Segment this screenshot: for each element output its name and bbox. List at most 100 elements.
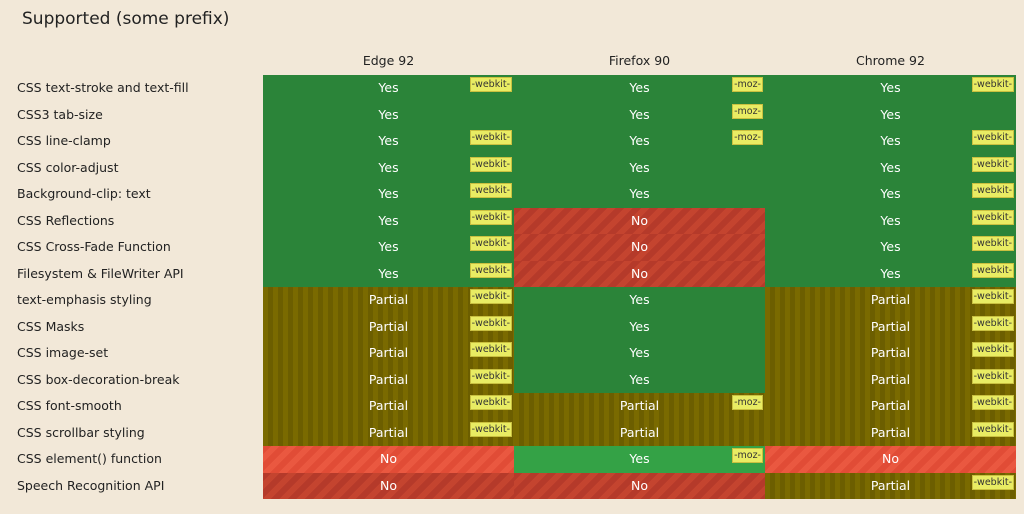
prefix-badge: -webkit- [469,289,512,304]
status-text: Partial [368,398,409,413]
support-cell: Yes -webkit- [765,128,1016,155]
feature-name: CSS text-stroke and text-fill [17,80,189,95]
support-cell: Partial -webkit- [765,419,1016,446]
prefix-badge: -webkit- [971,156,1014,172]
support-cell: Partial -webkit- [263,393,514,420]
support-cell: Partial -webkit- [765,313,1016,340]
support-cell: Partial -webkit- [263,419,514,446]
status-text: Yes [880,80,901,95]
feature-name: CSS Reflections [17,212,115,228]
status-text: Yes [378,80,399,95]
status-text: Partial [870,398,911,413]
support-cell: Yes -moz- [514,101,765,128]
status-text: Partial [870,371,911,387]
support-cell: Partial -webkit- [765,366,1016,393]
support-cell: Yes -webkit- [263,260,514,287]
feature-name: CSS box-decoration-break [17,371,180,387]
status-text: Yes [629,371,650,387]
status-text: Yes [629,186,650,201]
status-text: Partial [368,345,409,360]
prefix-badge: -moz- [732,130,763,145]
prefix-badge: -webkit- [469,421,512,437]
status-text: Yes [880,159,901,175]
support-cell: Yes -moz- [514,75,765,102]
status-text: Yes [629,159,650,175]
column-header: Edge 92 [362,53,415,68]
section-title: Supported (some prefix) [22,9,230,29]
support-cell: Yes [514,340,765,367]
status-text: Partial [870,292,911,307]
support-cell: Yes -moz- [514,128,765,155]
prefix-badge: -webkit- [971,130,1014,145]
support-cell: Yes [514,181,765,208]
support-cell: Yes -webkit- [263,234,514,261]
feature-name: CSS Cross-Fade Function [17,239,171,254]
column-header: Chrome 92 [856,53,925,68]
status-text: Yes [629,318,650,334]
support-cell: Partial [514,419,765,446]
status-text: Yes [880,186,901,201]
feature-name: Filesystem & FileWriter API [17,265,184,281]
support-cell: Partial -webkit- [263,287,514,314]
status-text: Yes [629,80,650,95]
status-text: Partial [870,424,911,440]
status-text: Yes [378,159,399,175]
feature-name: Background-clip: text [17,186,151,201]
prefix-badge: -webkit- [469,368,512,384]
status-text: No [631,212,648,228]
support-cell: Partial -moz- [514,393,765,420]
status-text: Yes [378,212,399,228]
prefix-badge: -webkit- [469,395,512,410]
status-text: Yes [629,345,650,360]
prefix-badge: -webkit- [971,395,1014,410]
prefix-badge: -webkit- [971,474,1014,490]
support-cell: No [514,260,765,287]
status-text: Yes [378,239,399,254]
status-text: Yes [629,106,650,122]
status-text: Partial [368,424,409,440]
support-cell: Yes -webkit- [765,260,1016,287]
status-text: Partial [619,398,660,413]
prefix-badge: -webkit- [971,209,1014,225]
support-cell: Partial -webkit- [765,393,1016,420]
status-text: No [631,239,648,254]
support-cell: No [514,207,765,234]
column-header: Firefox 90 [608,53,671,68]
status-text: Partial [870,318,911,334]
feature-name: CSS scrollbar styling [17,424,145,440]
status-text: Partial [368,318,409,334]
feature-name: Speech Recognition API [17,477,165,493]
support-cell: Yes -webkit- [765,181,1016,208]
support-cell: No [263,446,514,473]
prefix-badge: -webkit- [469,262,512,278]
feature-name: CSS font-smooth [17,398,122,413]
prefix-badge: -webkit- [469,209,512,225]
status-text: No [631,265,648,281]
support-cell: Yes -webkit- [765,154,1016,181]
status-text: No [380,451,397,466]
prefix-badge: -moz- [732,395,763,410]
status-text: Yes [880,106,901,122]
feature-name: text-emphasis styling [17,292,152,307]
support-cell: Yes -moz- [514,446,765,473]
status-text: Yes [378,186,399,201]
prefix-badge: -webkit- [971,262,1014,278]
prefix-badge: -webkit- [971,342,1014,357]
prefix-badge: -webkit- [469,236,512,251]
status-text: Partial [368,371,409,387]
support-cell: Yes -webkit- [765,207,1016,234]
status-text: No [380,477,397,493]
support-cell: Partial -webkit- [263,313,514,340]
support-cell: Partial -webkit- [263,366,514,393]
status-text: Yes [880,133,901,148]
support-cell: No [514,234,765,261]
prefix-badge: -webkit- [469,156,512,172]
feature-name: CSS image-set [17,345,109,360]
status-text: No [882,451,899,466]
prefix-badge: -moz- [732,77,763,92]
support-cell: Yes [263,101,514,128]
status-text: Yes [378,133,399,148]
prefix-badge: -webkit- [971,183,1014,198]
support-cell: No [263,472,514,499]
prefix-badge: -webkit- [469,130,512,145]
